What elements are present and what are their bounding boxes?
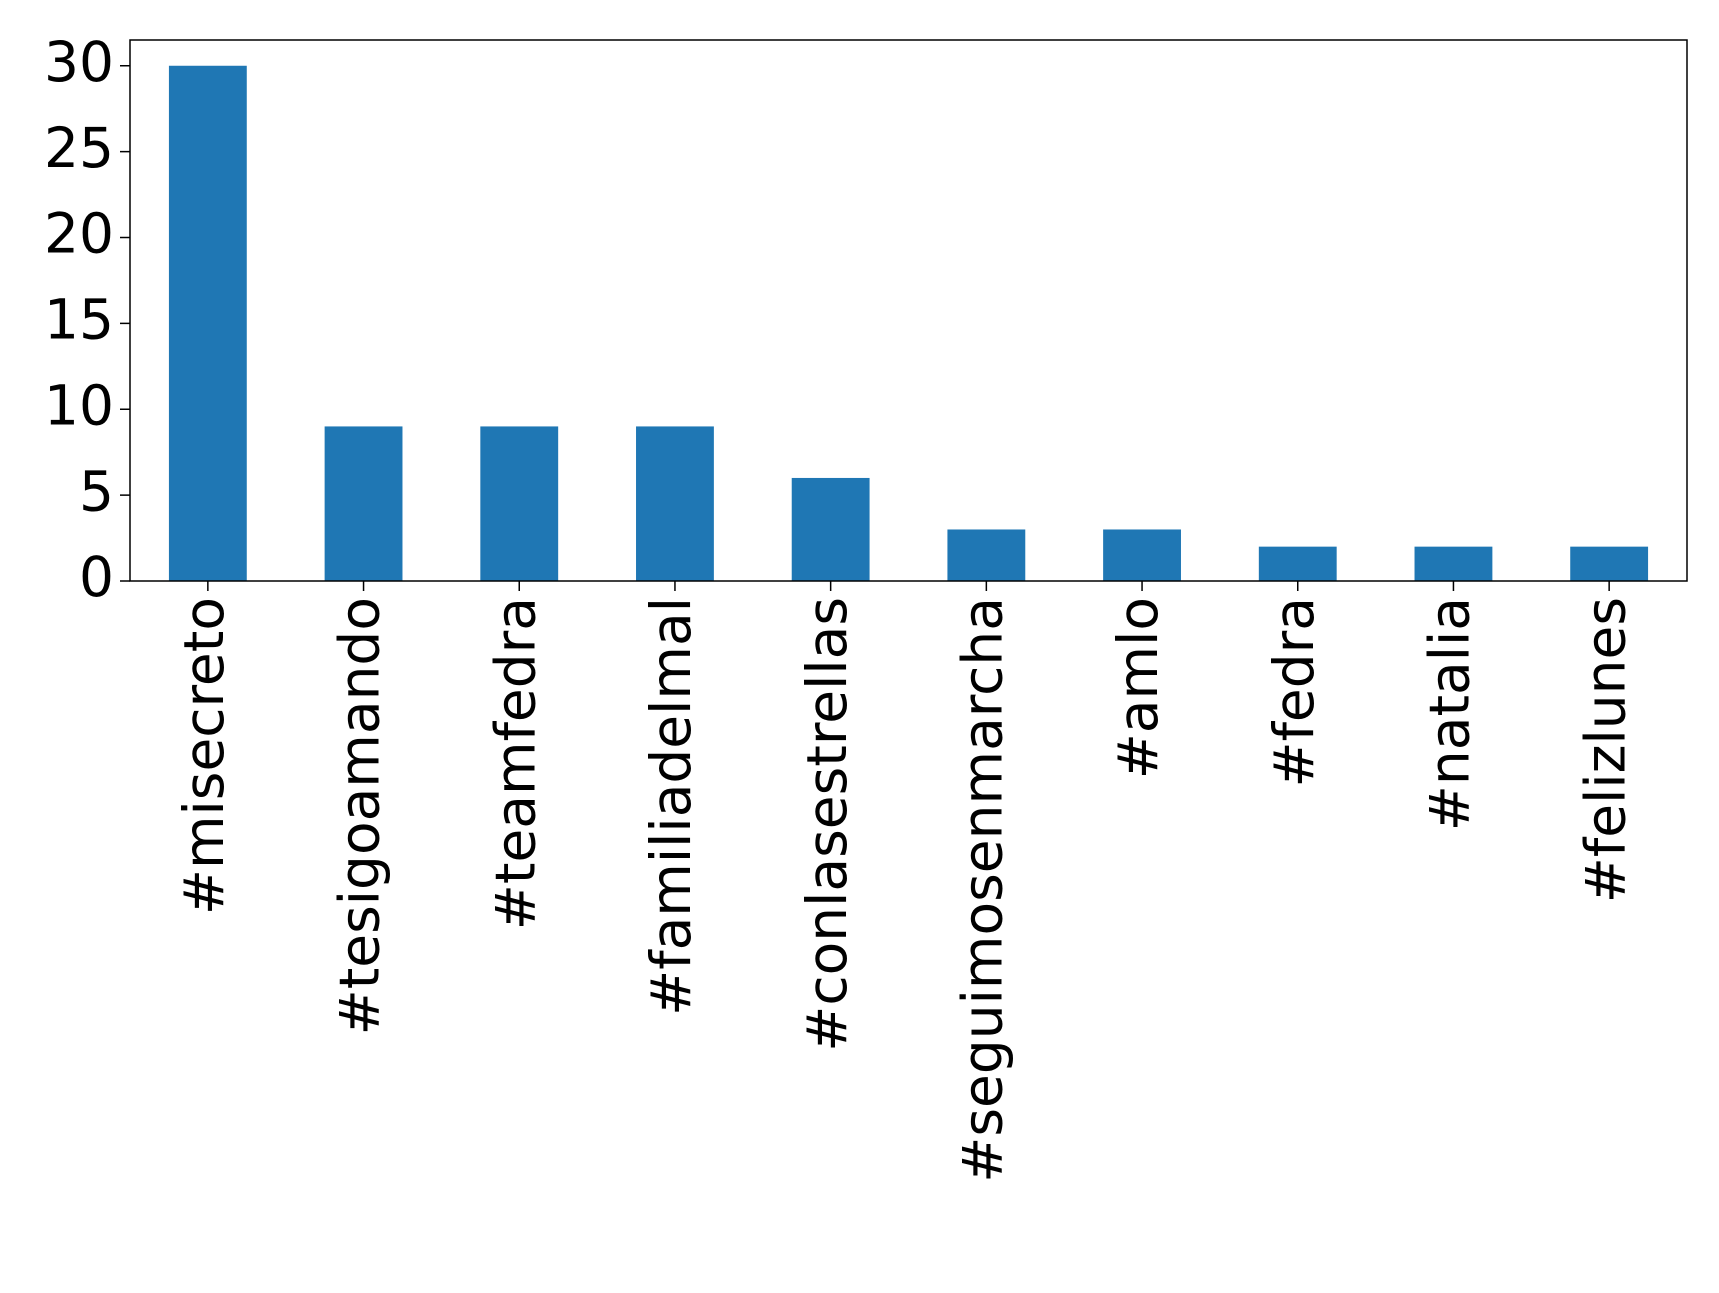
y-tick-label: 15 [44,288,114,352]
x-tick-label: #seguimosenmarcha [950,597,1014,1183]
x-tick-label: #amlo [1106,597,1170,779]
plot-frame [129,39,1688,582]
y-tick-label: 20 [44,202,114,266]
x-tick-label: #familiadelmal [639,597,703,1016]
bar [1570,546,1649,581]
bar [1258,546,1337,581]
y-tick-label: 10 [44,373,114,437]
x-tick-label: #fedra [1262,597,1326,788]
y-tick-label: 25 [44,116,114,180]
x-tick-label: #misecreto [172,597,236,915]
bar [480,426,559,581]
y-tick-label: 30 [44,30,114,94]
bar [636,426,714,581]
bar [1414,546,1493,581]
bar [791,477,870,581]
bar [168,65,247,581]
x-tick-label: #natalia [1418,597,1482,831]
x-tick-label: #tesigoamando [328,597,392,1035]
y-tick-label: 5 [79,459,114,523]
x-tick-label: #felizlunes [1573,597,1637,903]
bar [1103,529,1181,581]
bar [947,529,1026,581]
y-tick-label: 0 [79,545,114,609]
x-tick-label: #conlasestrellas [795,597,859,1052]
bar [324,426,403,581]
x-tick-label: #teamfedra [483,597,547,930]
